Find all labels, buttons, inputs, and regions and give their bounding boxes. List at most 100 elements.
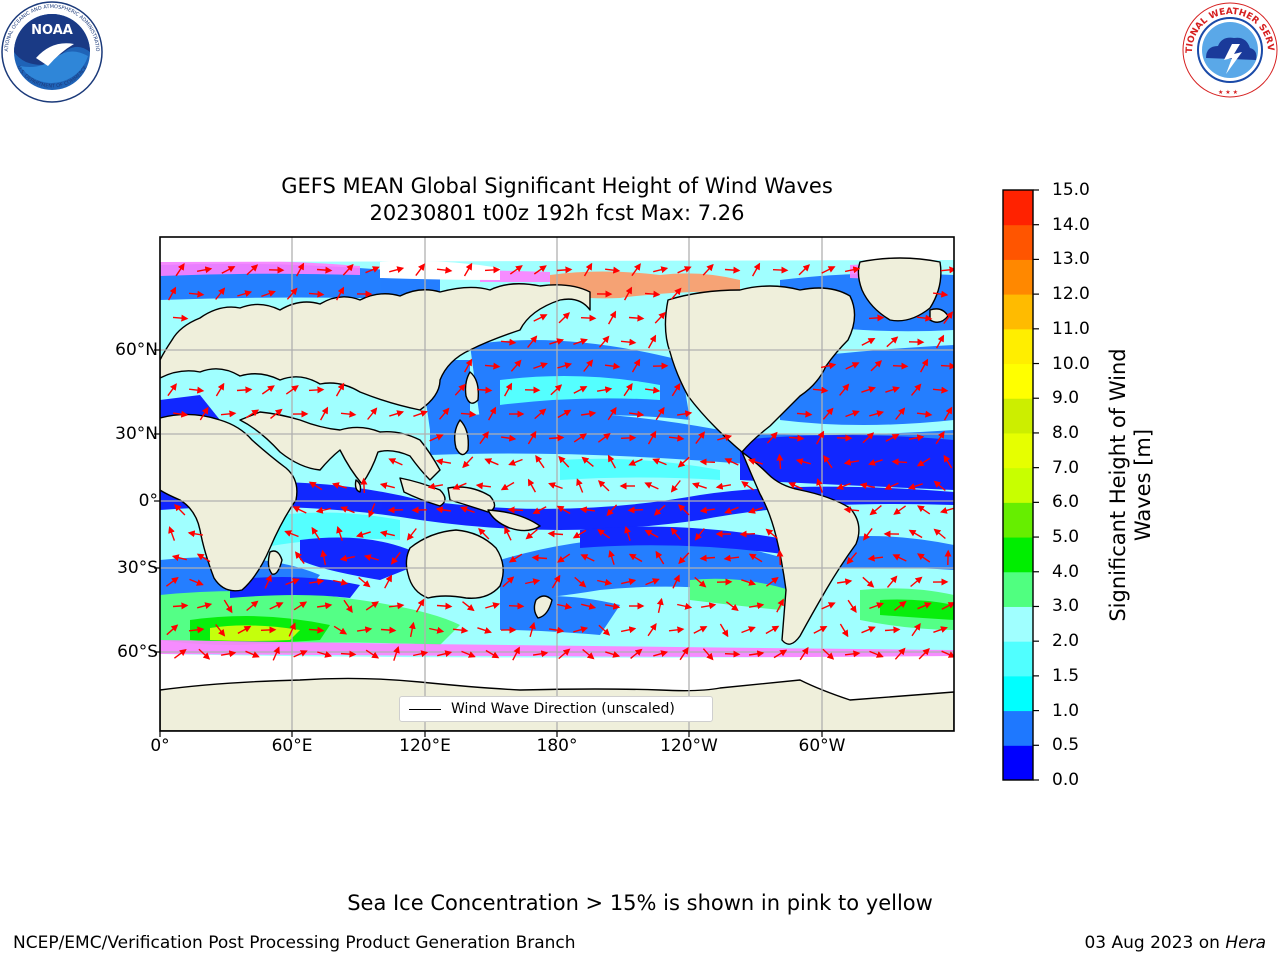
wave-direction-arrow xyxy=(916,457,931,467)
wave-direction-arrow xyxy=(623,286,633,301)
borneo xyxy=(447,486,496,513)
noaa-logo: NOAA NATIONAL OCEANIC AND ATMOSPHERIC AD… xyxy=(0,0,103,103)
wave-direction-arrow xyxy=(845,410,860,418)
colorbar-tick-label: 2.0 xyxy=(1052,631,1080,652)
wave-direction-arrow xyxy=(485,602,501,609)
new-guinea xyxy=(487,509,541,532)
wave-direction-arrow xyxy=(172,314,189,322)
wave-direction-arrow xyxy=(644,290,661,298)
wave-direction-arrow xyxy=(861,386,876,393)
wave-direction-arrow xyxy=(527,430,537,445)
wave-direction-arrow xyxy=(843,506,860,514)
wave-direction-arrow xyxy=(319,406,329,421)
wave-direction-arrow xyxy=(748,602,765,610)
wave-direction-arrow xyxy=(527,478,537,493)
wave-direction-arrow xyxy=(512,646,520,661)
wave-direction-arrow xyxy=(933,290,949,298)
colorbar-tick-label: 13.0 xyxy=(1052,249,1090,270)
wave-direction-arrow xyxy=(836,482,851,490)
wave-direction-arrow xyxy=(910,383,922,396)
wave-direction-arrow xyxy=(510,359,522,372)
wave-direction-arrow xyxy=(507,506,524,514)
wave-direction-arrow xyxy=(437,650,453,658)
wave-direction-arrow xyxy=(551,574,561,589)
wave-direction-arrow xyxy=(884,482,899,490)
wave-direction-arrow xyxy=(820,362,837,370)
wave-direction-arrow xyxy=(292,506,307,514)
wave-direction-arrow xyxy=(678,552,690,565)
wave-direction-arrow xyxy=(168,526,176,541)
wave-direction-arrow xyxy=(839,383,850,396)
wave-direction-arrow xyxy=(583,359,594,372)
wave-direction-arrow xyxy=(839,623,849,638)
wave-direction-arrow xyxy=(717,434,733,441)
colorbar-tick-label: 1.5 xyxy=(1052,665,1080,686)
wave-direction-arrow xyxy=(870,360,882,372)
wave-direction-arrow xyxy=(604,602,621,610)
wave-direction-arrow xyxy=(558,455,570,468)
wave-direction-arrow xyxy=(308,290,325,298)
wave-direction-arrow xyxy=(579,506,595,514)
wave-direction-arrow xyxy=(886,575,898,588)
wave-direction-arrow xyxy=(215,624,226,637)
wave-direction-arrow xyxy=(598,335,610,348)
colorbar-tick-label: 15.0 xyxy=(1052,180,1090,200)
wave-direction-arrow xyxy=(484,266,501,274)
wave-direction-arrow xyxy=(508,602,525,610)
wave-direction-arrow xyxy=(187,530,204,538)
wave-direction-arrow xyxy=(379,530,395,538)
wave-direction-arrow xyxy=(333,625,348,635)
wave-direction-arrow xyxy=(285,578,300,586)
wave-direction-arrow xyxy=(196,266,213,274)
wave-direction-arrow xyxy=(891,458,908,466)
wave-direction-arrow xyxy=(652,458,667,466)
wave-direction-arrow xyxy=(295,262,305,277)
colorbar-tick-label: 12.0 xyxy=(1052,284,1090,305)
wave-direction-arrow xyxy=(415,263,426,277)
wave-direction-arrow xyxy=(582,648,595,660)
wave-direction-arrow xyxy=(533,265,547,275)
wave-direction-arrow xyxy=(557,362,573,369)
wave-direction-arrow xyxy=(308,386,325,394)
wave-direction-arrow xyxy=(670,480,681,493)
wave-direction-arrow xyxy=(765,576,779,587)
wave-direction-arrow xyxy=(940,266,954,274)
wave-direction-arrow xyxy=(531,554,548,562)
wave-direction-arrow xyxy=(452,626,469,634)
wave-direction-arrow xyxy=(308,481,323,491)
wave-direction-arrow xyxy=(844,650,861,658)
colorbar-segment xyxy=(1003,224,1033,260)
wave-direction-arrow xyxy=(236,386,253,394)
wave-direction-arrow xyxy=(846,552,858,565)
wave-direction-arrow xyxy=(508,553,523,563)
wave-direction-arrow xyxy=(596,386,613,394)
wave-direction-arrow xyxy=(533,362,548,370)
wave-direction-arrow xyxy=(461,650,476,658)
wave-direction-arrow xyxy=(933,626,948,633)
wave-direction-arrow xyxy=(171,554,187,562)
wave-direction-arrow xyxy=(598,624,611,636)
south-asia xyxy=(239,411,441,485)
wave-direction-arrow xyxy=(844,266,861,274)
japan xyxy=(464,371,480,404)
wave-direction-arrow xyxy=(484,458,499,466)
wave-direction-arrow xyxy=(677,602,693,610)
wave-direction-arrow xyxy=(573,433,587,443)
wave-direction-arrow xyxy=(333,578,349,586)
wave-direction-arrow xyxy=(868,459,883,466)
wave-direction-arrow xyxy=(581,456,594,467)
wave-direction-arrow xyxy=(573,338,588,345)
wave-direction-arrow xyxy=(847,599,857,613)
wave-direction-arrow xyxy=(607,454,617,469)
wave-direction-arrow xyxy=(748,650,765,658)
wave-direction-arrow xyxy=(504,526,512,541)
colorbar-segment xyxy=(1003,641,1033,677)
wave-direction-arrow xyxy=(475,482,491,490)
wave-direction-arrow xyxy=(908,529,923,539)
wave-direction-arrow xyxy=(463,262,473,277)
wave-direction-arrow xyxy=(368,503,376,518)
wave-direction-arrow xyxy=(647,334,657,349)
wave-direction-arrow xyxy=(885,434,900,442)
wave-direction-arrow xyxy=(245,409,260,419)
wave-direction-arrow xyxy=(631,263,641,277)
